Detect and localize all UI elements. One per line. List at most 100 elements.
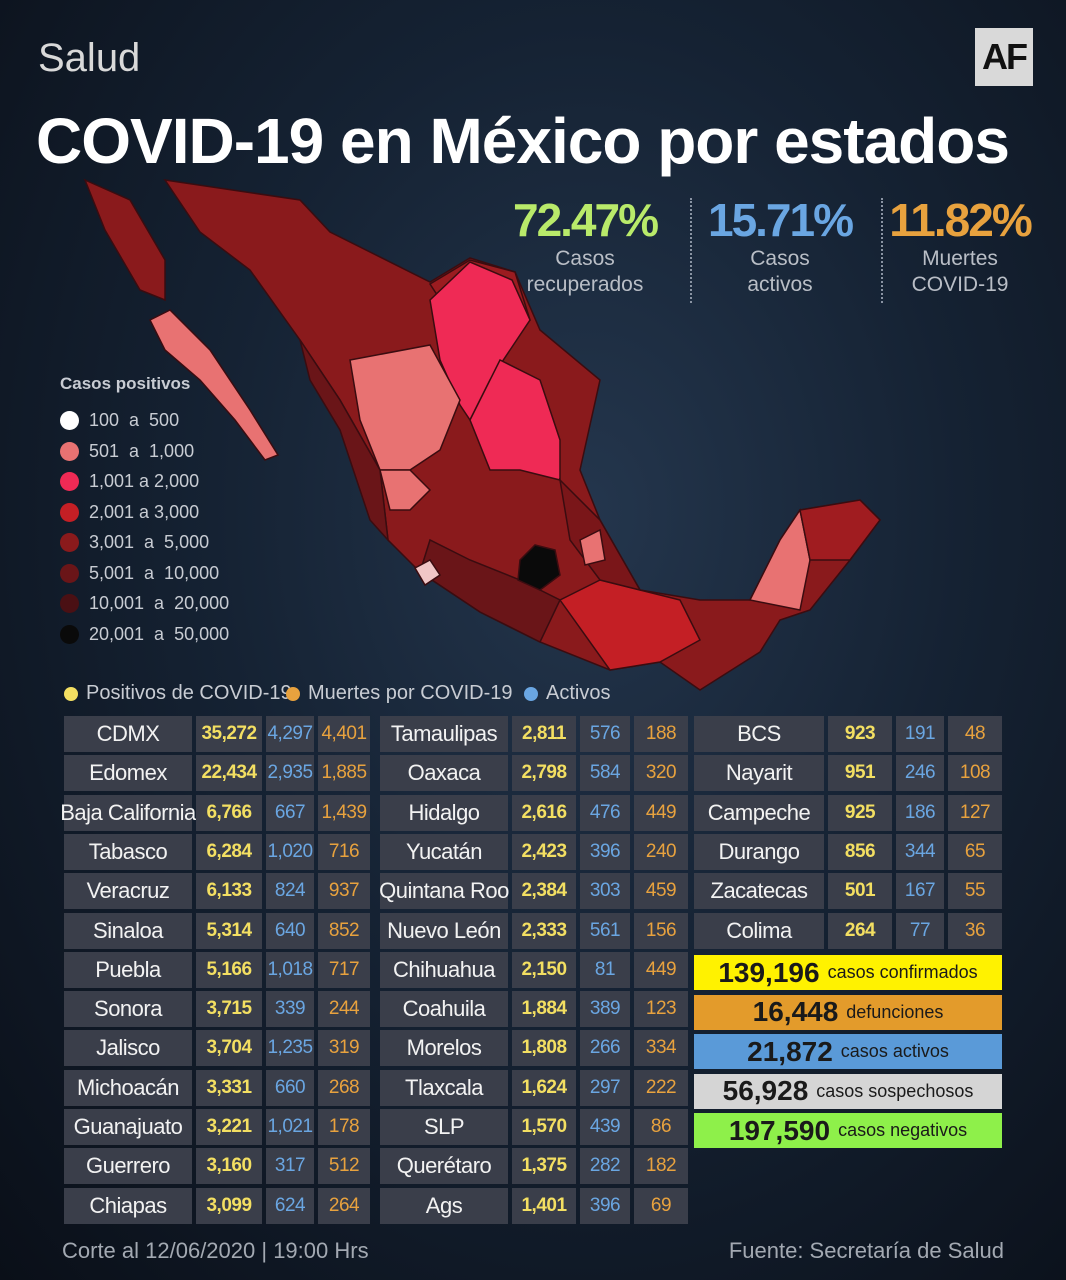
active-cases: 396	[580, 833, 630, 870]
positive-cases: 951	[828, 755, 892, 792]
deaths: 65	[948, 833, 1002, 870]
state-name: Campeche	[694, 794, 824, 831]
positive-cases: 2,384	[512, 873, 576, 910]
active-cases: 439	[580, 1109, 630, 1145]
section-label: Salud	[38, 36, 141, 80]
positive-cases: 2,616	[512, 794, 576, 831]
total: 139,196 casos confirmados	[694, 955, 1002, 990]
positive-cases: 2,333	[512, 912, 576, 949]
state-name: Tabasco	[64, 833, 192, 870]
key-item: Muertes por COVID-19	[286, 682, 513, 705]
legend-swatch	[60, 594, 79, 613]
deaths: 512	[318, 1148, 370, 1185]
positive-cases: 501	[828, 873, 892, 910]
total: 16,448 defunciones	[694, 994, 1002, 1030]
active-cases: 297	[580, 1069, 630, 1106]
legend-item: 100 a 500	[60, 410, 179, 431]
total: 197,590 casos negativos	[694, 1113, 1002, 1148]
legend-label: 10,001 a 20,000	[89, 593, 230, 613]
stat-value: 15.71%	[707, 194, 854, 246]
active-cases: 1,235	[266, 1030, 314, 1067]
positive-cases: 1,375	[512, 1148, 576, 1185]
total-label: casos activos	[840, 1041, 949, 1061]
active-cases: 339	[266, 991, 314, 1028]
state-name: Querétaro	[380, 1148, 508, 1185]
deaths: 127	[948, 794, 1002, 831]
positive-cases: 1,624	[512, 1069, 576, 1106]
active-cases: 1,021	[266, 1109, 314, 1145]
active-cases: 476	[580, 794, 630, 831]
key-label: Positivos de COVID-19	[86, 682, 292, 704]
active-cases: 396	[580, 1187, 630, 1224]
key-item: Positivos de COVID-19	[64, 682, 292, 705]
total-value: 197,590	[728, 1114, 831, 1146]
legend-swatch	[60, 411, 79, 430]
key-swatch	[524, 686, 538, 701]
active-cases: 824	[266, 873, 314, 910]
legend-title: Casos positivos	[60, 374, 191, 393]
total-label: casos negativos	[838, 1120, 968, 1140]
stat: 15.71% Casos activos	[690, 194, 870, 298]
positive-cases: 3,099	[196, 1187, 262, 1224]
deaths: 4,401	[318, 716, 370, 752]
stat-label: recuperados	[526, 273, 644, 296]
legend-item: 1,001 a 2,000	[60, 471, 199, 492]
active-cases: 561	[580, 912, 630, 949]
active-cases: 81	[580, 951, 630, 988]
deaths: 268	[318, 1069, 370, 1106]
title: COVID-19 en México por estados	[36, 105, 1010, 177]
active-cases: 624	[266, 1187, 314, 1224]
positive-cases: 3,704	[196, 1030, 262, 1067]
deaths: 334	[634, 1030, 688, 1067]
separator	[881, 198, 883, 303]
active-cases: 344	[896, 833, 944, 870]
positive-cases: 3,160	[196, 1148, 262, 1185]
deaths: 123	[634, 991, 688, 1028]
legend-swatch	[60, 533, 79, 552]
state-name: Hidalgo	[380, 794, 508, 831]
legend-swatch	[60, 624, 79, 644]
key-label: Muertes por COVID-19	[308, 682, 513, 704]
deaths: 188	[634, 716, 688, 752]
stat-label: Casos	[555, 247, 615, 270]
stat-label: Muertes	[922, 247, 998, 270]
active-cases: 317	[266, 1148, 314, 1185]
stat-label: activos	[747, 273, 813, 296]
state-name: Sonora	[64, 991, 192, 1028]
active-cases: 1,018	[266, 951, 314, 988]
active-cases: 576	[580, 716, 630, 752]
legend-item: 3,001 a 5,000	[60, 532, 209, 553]
legend-label: 501 a 1,000	[89, 440, 195, 461]
positive-cases: 6,284	[196, 833, 262, 870]
positive-cases: 1,570	[512, 1109, 576, 1145]
deaths: 48	[948, 716, 1002, 752]
legend-item: 10,001 a 20,000	[60, 593, 229, 614]
footer-source: Fuente: Secretaría de Salud	[728, 1238, 1004, 1263]
state-name: Chihuahua	[380, 951, 508, 988]
stat-label: COVID-19	[911, 273, 1009, 296]
legend-label: 5,001 a 10,000	[89, 562, 220, 583]
state-name: Morelos	[380, 1030, 508, 1067]
positive-cases: 35,272	[196, 716, 262, 752]
stat-value: 72.47%	[512, 194, 659, 246]
state-name: Sinaloa	[64, 912, 192, 949]
state-name: Puebla	[64, 951, 192, 988]
state-name: SLP	[380, 1109, 508, 1145]
positive-cases: 856	[828, 833, 892, 870]
deaths: 319	[318, 1030, 370, 1067]
active-cases: 266	[580, 1030, 630, 1067]
deaths: 449	[634, 794, 688, 831]
legend-swatch	[60, 441, 79, 461]
legend-item: 501 a 1,000	[60, 441, 194, 462]
state-name: Jalisco	[64, 1030, 192, 1067]
deaths: 36	[948, 912, 1002, 949]
active-cases: 660	[266, 1069, 314, 1106]
deaths: 264	[318, 1187, 370, 1224]
state-name: Guerrero	[64, 1148, 192, 1185]
total: 21,872 casos activos	[694, 1034, 1002, 1069]
active-cases: 389	[580, 991, 630, 1028]
stat: 11.82% Muertes COVID-19	[870, 194, 1050, 298]
key-label: Activos	[546, 682, 611, 704]
map	[83, 178, 881, 691]
total: 56,928 casos sospechosos	[694, 1073, 1002, 1109]
